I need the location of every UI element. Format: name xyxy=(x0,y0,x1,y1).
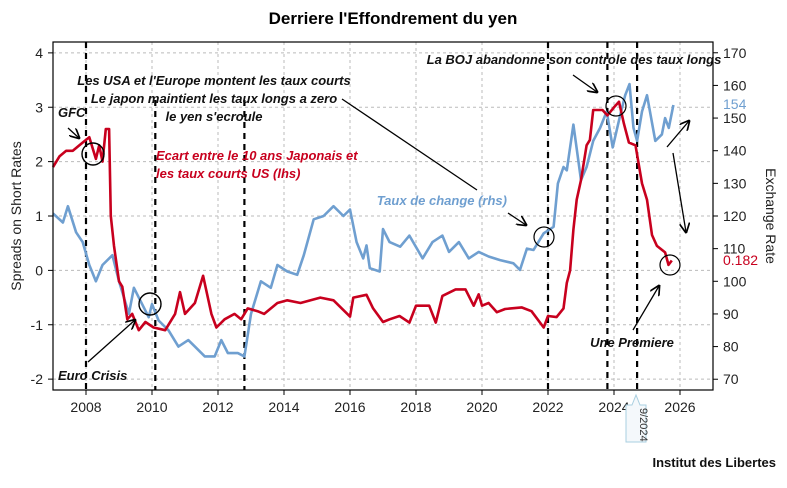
up-arrow xyxy=(666,121,689,148)
x-tick-label: 2010 xyxy=(136,399,167,415)
y-right-tick-label: 170 xyxy=(723,45,747,61)
highlight-circle-2022 xyxy=(533,226,555,248)
annotation-une-premiere: Une Premiere xyxy=(590,335,674,350)
annotation-usa-line1: Les USA et l'Europe montent les taux cou… xyxy=(77,73,351,88)
blue-series-label: Taux de change (rhs) xyxy=(377,193,507,208)
red-series-label-1: Ecart entre le 10 ans Japonais et xyxy=(156,148,358,163)
usa-pointer-line xyxy=(341,98,478,191)
y-left-tick-label: 4 xyxy=(35,45,43,61)
y-right-tick-label: 130 xyxy=(723,175,747,191)
red-series-label-2: les taux courts US (lhs) xyxy=(156,166,300,181)
y-right-tick-label: 150 xyxy=(723,110,747,126)
annotation-usa-line3: le yen s'ecroule xyxy=(165,109,262,124)
y-right-tick-label: 80 xyxy=(723,339,739,355)
y-right-tick-label: 70 xyxy=(723,371,739,387)
highlight-circle-latest xyxy=(659,254,681,276)
last-value-left: 0.182 xyxy=(723,252,758,268)
x-tick-label: 2016 xyxy=(334,399,365,415)
x-tick-label: 2020 xyxy=(466,399,497,415)
x-tick-label: 2012 xyxy=(202,399,233,415)
x-tick-label: 2014 xyxy=(268,399,299,415)
y-left-tick-label: 2 xyxy=(35,154,43,170)
highlight-circle-gfc xyxy=(81,142,105,166)
down-arrow xyxy=(672,152,686,232)
y-left-tick-label: 1 xyxy=(35,208,43,224)
x-tick-label: 2018 xyxy=(400,399,431,415)
annotation-usa-line2: Le japon maintient les taux longs a zero xyxy=(91,91,337,106)
euro-crisis-arrow xyxy=(87,320,135,363)
blue-label-arrow xyxy=(507,212,526,225)
series-line-exchange-rate xyxy=(52,82,675,358)
x-tick-label: 2024 xyxy=(598,399,629,415)
y-axis-right-label: Exchange Rate xyxy=(763,168,779,264)
y-left-tick-label: -2 xyxy=(31,371,44,387)
y-left-tick-label: 0 xyxy=(35,262,43,278)
boj-arrow xyxy=(572,74,597,92)
annotation-euro-crisis: Euro Crisis xyxy=(58,368,127,383)
une-premiere-arrow xyxy=(632,286,659,331)
last-value-right: 154 xyxy=(723,96,747,112)
y-right-tick-label: 90 xyxy=(723,306,739,322)
highlight-circle-euro xyxy=(138,292,162,316)
y-left-tick-label: -1 xyxy=(31,317,44,333)
y-right-tick-label: 160 xyxy=(723,77,747,93)
y-right-tick-label: 110 xyxy=(723,241,746,257)
series-line-spread xyxy=(51,100,673,332)
y-right-tick-label: 100 xyxy=(723,273,747,289)
y-axis-left-label: Spreads on Short Rates xyxy=(8,141,24,290)
y-right-tick-label: 140 xyxy=(723,143,747,159)
x-tick-label: 2022 xyxy=(532,399,563,415)
annotation-boj: La BOJ abandonne son controle des taux l… xyxy=(427,52,722,67)
gfc-arrow xyxy=(67,127,79,138)
callout-text: 9/2024 xyxy=(637,408,649,442)
chart-title: Derriere l'Effondrement du yen xyxy=(269,9,518,28)
highlight-circle-boj xyxy=(605,95,627,117)
y-right-tick-label: 120 xyxy=(723,208,747,224)
annotation-gfc: GFC xyxy=(58,105,86,120)
source-label: Institut des Libertes xyxy=(652,455,776,470)
x-tick-label: 2026 xyxy=(664,399,695,415)
date-callout: 9/2024 xyxy=(625,393,649,443)
y-left-tick-label: 3 xyxy=(35,99,43,115)
x-tick-label: 2008 xyxy=(70,399,101,415)
